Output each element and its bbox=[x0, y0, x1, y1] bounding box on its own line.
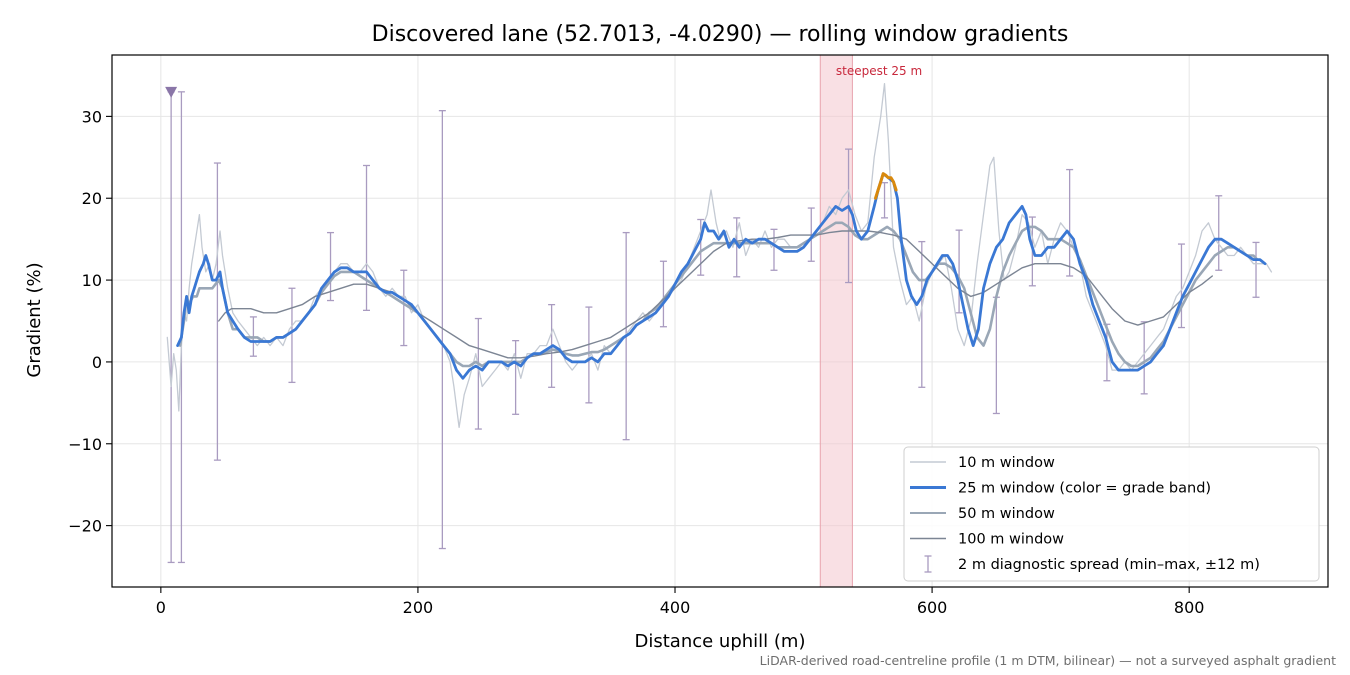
legend-item-w100: 100 m window bbox=[910, 532, 1064, 548]
errorbar bbox=[845, 148, 853, 284]
legend-item-w25: 25 m window (color = grade band) bbox=[910, 481, 1211, 497]
y-axis-label: Gradient (%) bbox=[24, 262, 45, 377]
x-tick-label: 400 bbox=[660, 598, 691, 617]
plot-frame bbox=[111, 54, 1329, 588]
errorbar bbox=[733, 217, 741, 278]
y-tick-label: 30 bbox=[82, 107, 102, 126]
steepest-band bbox=[820, 55, 853, 587]
chart-title: Discovered lane (52.7013, -4.0290) — rol… bbox=[372, 22, 1069, 47]
errorbar bbox=[1215, 195, 1223, 271]
legend-label: 2 m diagnostic spread (min–max, ±12 m) bbox=[958, 557, 1260, 573]
errorbar bbox=[474, 317, 482, 430]
legend-label: 25 m window (color = grade band) bbox=[958, 481, 1211, 497]
errorbar bbox=[512, 339, 520, 415]
y-tick-label: −10 bbox=[68, 435, 102, 454]
y-tick-label: 10 bbox=[82, 271, 102, 290]
y-tick-label: −20 bbox=[68, 517, 102, 536]
errorbar bbox=[213, 162, 221, 461]
y-tick-label: 0 bbox=[92, 353, 102, 372]
errorbar bbox=[1066, 168, 1074, 277]
series-line-w25-steep bbox=[874, 172, 898, 200]
x-tick-label: 600 bbox=[917, 598, 948, 617]
errorbar bbox=[585, 306, 593, 404]
footnote: LiDAR-derived road-centreline profile (1… bbox=[760, 653, 1336, 668]
legend-label: 10 m window bbox=[958, 455, 1055, 471]
errorbar bbox=[1252, 241, 1260, 298]
errorbar bbox=[1177, 243, 1185, 329]
steepest-highlight bbox=[819, 55, 853, 587]
errorbar bbox=[438, 110, 446, 550]
series-line-w25 bbox=[176, 172, 1267, 380]
errorbar bbox=[363, 164, 371, 312]
errorbar bbox=[697, 218, 705, 276]
legend-label: 50 m window bbox=[958, 506, 1055, 522]
marker-triangle bbox=[165, 86, 178, 98]
plot-border bbox=[111, 54, 1329, 588]
errorbar bbox=[955, 229, 963, 314]
x-tick-label: 0 bbox=[156, 598, 166, 617]
x-tick-label: 800 bbox=[1174, 598, 1205, 617]
x-tick-label: 200 bbox=[403, 598, 434, 617]
y-axis-ticks: −20 −10 0 10 20 30 bbox=[68, 107, 112, 536]
errorbar bbox=[770, 228, 778, 271]
errorbar bbox=[881, 182, 889, 219]
legend-item-w50: 50 m window bbox=[910, 506, 1055, 522]
legend-box bbox=[903, 446, 1320, 582]
errorbar bbox=[918, 240, 926, 388]
series-lines bbox=[166, 82, 1273, 429]
x-axis-ticks: 0 200 400 600 800 bbox=[156, 587, 1205, 617]
y-tick-label: 20 bbox=[82, 189, 102, 208]
errorbars bbox=[167, 91, 1260, 564]
series-line-w100 bbox=[218, 230, 1213, 359]
legend-item-w10: 10 m window bbox=[910, 455, 1055, 471]
x-axis-label: Distance uphill (m) bbox=[635, 631, 806, 652]
legend: 10 m window 25 m window (color = grade ba… bbox=[903, 446, 1320, 582]
errorbar bbox=[400, 269, 408, 347]
errorbar bbox=[288, 287, 296, 384]
errorbar bbox=[327, 231, 335, 302]
steepest-annotation: steepest 25 m bbox=[836, 64, 922, 78]
legend-item-err: 2 m diagnostic spread (min–max, ±12 m) bbox=[924, 555, 1260, 573]
marker bbox=[165, 86, 178, 98]
errorbar bbox=[659, 260, 667, 328]
legend-label: 100 m window bbox=[958, 532, 1064, 548]
grid bbox=[112, 55, 1328, 587]
